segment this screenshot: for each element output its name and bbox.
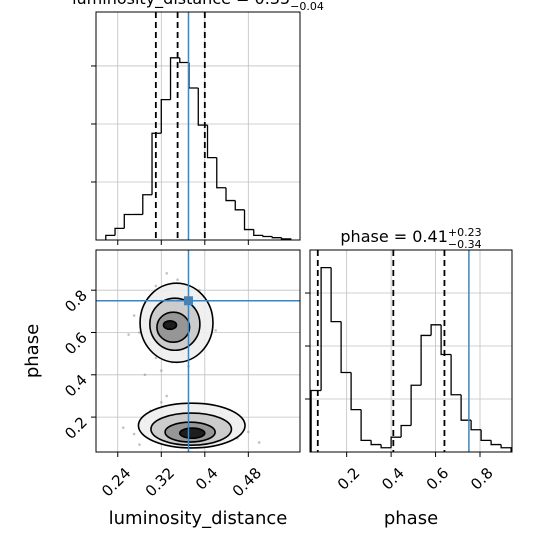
x-tick-label: 0.2 <box>334 464 364 494</box>
hist-step <box>430 324 442 336</box>
x-axis-label: luminosity_distance <box>109 508 288 529</box>
sample-point <box>257 441 261 444</box>
hist-step <box>123 213 134 229</box>
contour <box>162 320 178 331</box>
hist-step <box>470 420 482 431</box>
title-main: luminosity_distance = 0.35 <box>72 0 290 9</box>
y-tick-label: 0.8 <box>61 286 91 316</box>
hist-step <box>271 236 282 239</box>
x-tick-label: 0.4 <box>192 464 222 494</box>
x-axis-label: phase <box>384 508 438 529</box>
hist-step <box>350 372 362 411</box>
title-sub: −0.04 <box>290 0 324 13</box>
hist-step <box>340 321 352 374</box>
sample-point <box>127 333 130 336</box>
hist-step <box>142 194 153 215</box>
title-main: phase = 0.41 <box>340 227 447 246</box>
hist-step <box>490 440 502 446</box>
sample-point <box>165 394 169 398</box>
hist-step <box>179 57 190 64</box>
truth-point <box>183 296 193 306</box>
x-tick-label: 0.24 <box>98 464 134 500</box>
hist-step <box>330 267 342 323</box>
hist-step <box>243 209 254 231</box>
sample-point <box>176 278 179 281</box>
hist-step <box>420 334 432 386</box>
title-sup: +0.23 <box>448 226 482 239</box>
hist-step <box>197 88 208 126</box>
hist-step <box>234 200 245 211</box>
x-tick-label: 0.4 <box>378 464 408 494</box>
hist-step <box>460 394 472 421</box>
x-tick-label: 0.32 <box>142 464 178 500</box>
hist-step <box>262 235 273 238</box>
hist-step <box>360 409 372 441</box>
axes-frame <box>95 11 301 241</box>
contour <box>178 427 206 440</box>
axes-frame <box>309 249 513 453</box>
hist-step <box>105 234 116 240</box>
sample-point <box>132 314 136 317</box>
x-tick-label: 0.6 <box>423 464 453 494</box>
panel-title: phase = 0.41+0.23 −0.34 <box>340 226 481 251</box>
sample-point <box>159 369 163 372</box>
title-sub: −0.34 <box>448 238 482 251</box>
sample-point <box>143 373 147 377</box>
hist-step <box>280 237 292 240</box>
sample-point <box>154 284 158 288</box>
hist-step <box>440 324 452 356</box>
hist-step <box>500 444 512 452</box>
hist-step <box>370 440 382 446</box>
y-tick-label: 0.2 <box>61 413 91 443</box>
sample-point <box>132 432 136 436</box>
hist-step <box>410 384 422 426</box>
hist-step <box>480 429 492 441</box>
hist-step <box>114 227 125 236</box>
sample-point <box>121 426 125 429</box>
sample-point <box>247 430 250 434</box>
y-axis-label: phase <box>22 324 43 378</box>
hist-step <box>310 389 322 452</box>
hist-step <box>390 436 402 448</box>
x-tick-label: 0.8 <box>467 464 497 494</box>
hist-step <box>151 132 162 195</box>
hist-step <box>380 444 392 449</box>
hist-step <box>169 57 180 100</box>
hist-step <box>400 424 412 438</box>
title-sup: +0.05 <box>290 0 324 1</box>
sample-point <box>154 356 158 360</box>
hist-step <box>225 187 236 202</box>
sample-point <box>138 443 141 446</box>
sample-point <box>165 271 169 275</box>
y-tick-label: 0.4 <box>61 371 91 401</box>
sample-point <box>214 329 217 332</box>
axes-frame <box>95 249 301 453</box>
x-tick-label: 0.48 <box>229 464 265 500</box>
y-tick-label: 0.6 <box>61 329 91 359</box>
hist-step <box>450 354 462 396</box>
hist-step <box>216 157 227 189</box>
hist-step <box>206 125 217 159</box>
hist-step <box>253 229 264 237</box>
hist-step <box>320 266 332 391</box>
sample-point <box>159 400 163 404</box>
panel-title: luminosity_distance = 0.35+0.05−0.04 <box>72 0 324 13</box>
hist-step <box>160 98 171 134</box>
